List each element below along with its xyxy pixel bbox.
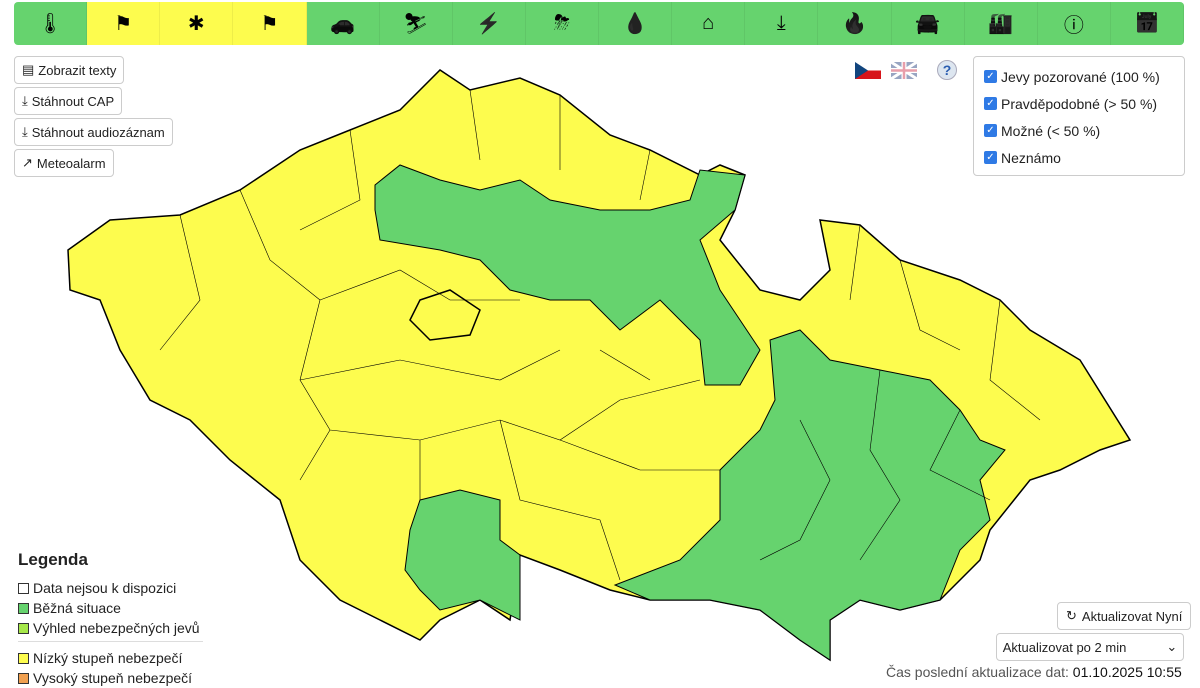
show-texts-label: Zobrazit texty xyxy=(38,62,117,78)
warning-map[interactable] xyxy=(0,50,1200,674)
legend-label: Data nejsou k dispozici xyxy=(33,580,177,596)
toolbar-item-rain-drops[interactable]: 💧 xyxy=(599,2,673,45)
meteoalarm-button[interactable]: ↗ Meteoalarm xyxy=(14,149,114,177)
toolbar-item-slipping-person[interactable]: ⛷ xyxy=(379,2,453,45)
legend-swatch xyxy=(18,672,29,684)
download-audio-button[interactable]: ⤓ Stáhnout audiozáznam xyxy=(14,118,173,146)
toolbar-item-thunderstorm[interactable]: ⛈ xyxy=(525,2,599,45)
legend-divider xyxy=(18,641,203,642)
filter-label: Jevy pozorované (100 %) xyxy=(1001,68,1160,85)
download-cap-button[interactable]: ⤓ Stáhnout CAP xyxy=(14,87,123,115)
download-audio-label: Stáhnout audiozáznam xyxy=(31,124,165,140)
windsock-icon: ⚑ xyxy=(114,13,133,35)
region-green-east[interactable] xyxy=(613,329,1006,661)
legend: Legenda Data nejsou k dispozici Běžná sit… xyxy=(18,550,203,688)
toolbar-item-windsock[interactable]: ⚑ xyxy=(87,2,161,45)
district-borders xyxy=(159,89,1041,581)
toolbar-item-thermometer[interactable]: 🌡 xyxy=(14,2,88,45)
list-icon: ▤ xyxy=(22,62,35,77)
legend-label: Běžná situace xyxy=(33,600,121,616)
checkbox[interactable]: ✓ xyxy=(984,70,997,83)
region-green-north[interactable] xyxy=(374,164,761,386)
filter-option[interactable]: ✓ Neznámo xyxy=(984,144,1174,171)
toolbar-item-snowflakes[interactable]: ✱ xyxy=(160,2,234,45)
ozone-car-icon: 🚘 xyxy=(915,13,941,35)
flood-house-icon: ⌂ xyxy=(702,12,715,34)
fire-icon: 🔥 xyxy=(841,13,867,35)
help-button[interactable]: ? xyxy=(937,60,957,80)
checkbox[interactable]: ✓ xyxy=(984,124,997,137)
legend-label: Vysoký stupeň nebezpečí xyxy=(33,670,193,686)
uk-flag-icon[interactable] xyxy=(891,61,917,79)
legend-item: Výhled nebezpečných jevů xyxy=(18,618,203,638)
legend-label: Nízký stupeň nebezpečí xyxy=(33,650,183,666)
legend-item: Běžná situace xyxy=(18,598,203,618)
toolbar-item-windsock-snow[interactable]: ⚑ xyxy=(233,2,307,45)
legend-item: Vysoký stupeň nebezpečí xyxy=(18,668,203,688)
toolbar-item-fire[interactable]: 🔥 xyxy=(818,2,892,45)
legend-item: Data nejsou k dispozici xyxy=(18,578,203,598)
last-update-value: 01.10.2025 10:55 xyxy=(1072,664,1182,680)
filter-option[interactable]: ✓ Jevy pozorované (100 %) xyxy=(984,63,1174,90)
toolbar-item-slippery-road[interactable]: 🚗 xyxy=(306,2,380,45)
toolbar-item-ozone-car[interactable]: 🚘 xyxy=(891,2,965,45)
thermometer-icon: 🌡 xyxy=(37,13,63,35)
filter-option[interactable]: ✓ Pravděpodobné (> 50 %) xyxy=(984,90,1174,117)
toolbar-item-flood-house[interactable]: ⌂ xyxy=(672,2,746,45)
legend-swatch xyxy=(18,622,29,634)
region-green-south[interactable] xyxy=(404,489,521,621)
flood-level-icon: ⤓ xyxy=(776,12,786,34)
refresh-now-button[interactable]: ↻ Aktualizovat Nyní xyxy=(1057,602,1192,630)
slipping-person-icon: ⛷ xyxy=(402,13,429,35)
warning-icon: ⓘ xyxy=(1063,15,1084,37)
chevron-down-icon: ⌄ xyxy=(1166,639,1178,654)
toolbar-item-smog-factory[interactable]: 🏭 xyxy=(964,2,1038,45)
meteoalarm-label: Meteoalarm xyxy=(36,155,106,171)
snowflakes-icon: ✱ xyxy=(187,13,205,35)
refresh-interval-select[interactable]: Aktualizovat po 2 min ⌄ xyxy=(996,633,1184,661)
legend-item: Nízký stupeň nebezpečí xyxy=(18,648,203,668)
probability-filter-panel: ✓ Jevy pozorované (100 %) ✓ Pravděpodobné (… xyxy=(973,56,1185,176)
smog-factory-icon: 🏭 xyxy=(988,13,1014,35)
legend-label: Výhled nebezpečných jevů xyxy=(33,620,200,636)
czech-flag-icon[interactable] xyxy=(855,61,881,79)
legend-title: Legenda xyxy=(18,550,88,569)
refresh-interval-value: Aktualizovat po 2 min xyxy=(1002,639,1127,655)
region-yellow-country[interactable] xyxy=(67,69,1132,662)
last-update-label: Čas poslední aktualizace dat: xyxy=(886,664,1069,680)
download-icon: ⤓ xyxy=(22,93,28,108)
download-cap-label: Stáhnout CAP xyxy=(31,93,115,109)
refresh-now-label: Aktualizovat Nyní xyxy=(1081,608,1183,624)
last-update: Čas poslední aktualizace dat: 01.10.2025… xyxy=(886,664,1182,680)
legend-swatch xyxy=(18,652,29,664)
checkbox[interactable]: ✓ xyxy=(984,151,997,164)
show-texts-button[interactable]: ▤ Zobrazit texty xyxy=(14,56,125,84)
icing-powerline-icon: ⚡ xyxy=(476,13,502,35)
rain-drops-icon: 💧 xyxy=(622,13,648,35)
legend-swatch xyxy=(18,582,29,594)
checkbox[interactable]: ✓ xyxy=(984,97,997,110)
external-link-icon: ↗ xyxy=(22,155,33,170)
filter-label: Možné (< 50 %) xyxy=(1001,122,1101,139)
toolbar-item-icing-powerline[interactable]: ⚡ xyxy=(452,2,526,45)
filter-label: Neznámo xyxy=(1001,149,1061,166)
thunderstorm-icon: ⛈ xyxy=(553,12,570,34)
filter-label: Pravděpodobné (> 50 %) xyxy=(1001,95,1158,112)
legend-swatch xyxy=(18,602,29,614)
toolbar-item-calendar[interactable]: 📅 xyxy=(1110,2,1184,45)
toolbar-item-flood-level[interactable]: ⤓ xyxy=(745,2,819,45)
toolbar-item-warning[interactable]: ⓘ xyxy=(1037,2,1111,45)
calendar-icon: 📅 xyxy=(1134,13,1160,35)
warning-type-toolbar: 🌡 ⚑ ✱ ⚑ 🚗 ⛷ ⚡ ⛈ 💧 ⌂ ⤓ 🔥 🚘 🏭 ⓘ 📅 xyxy=(14,2,1184,45)
download-icon: ⤓ xyxy=(22,124,28,139)
slippery-road-icon: 🚗 xyxy=(330,13,356,35)
language-switcher: ? xyxy=(855,60,957,80)
filter-option[interactable]: ✓ Možné (< 50 %) xyxy=(984,117,1174,144)
windsock-snow-icon: ⚑ xyxy=(260,13,279,35)
refresh-icon: ↻ xyxy=(1066,608,1077,623)
